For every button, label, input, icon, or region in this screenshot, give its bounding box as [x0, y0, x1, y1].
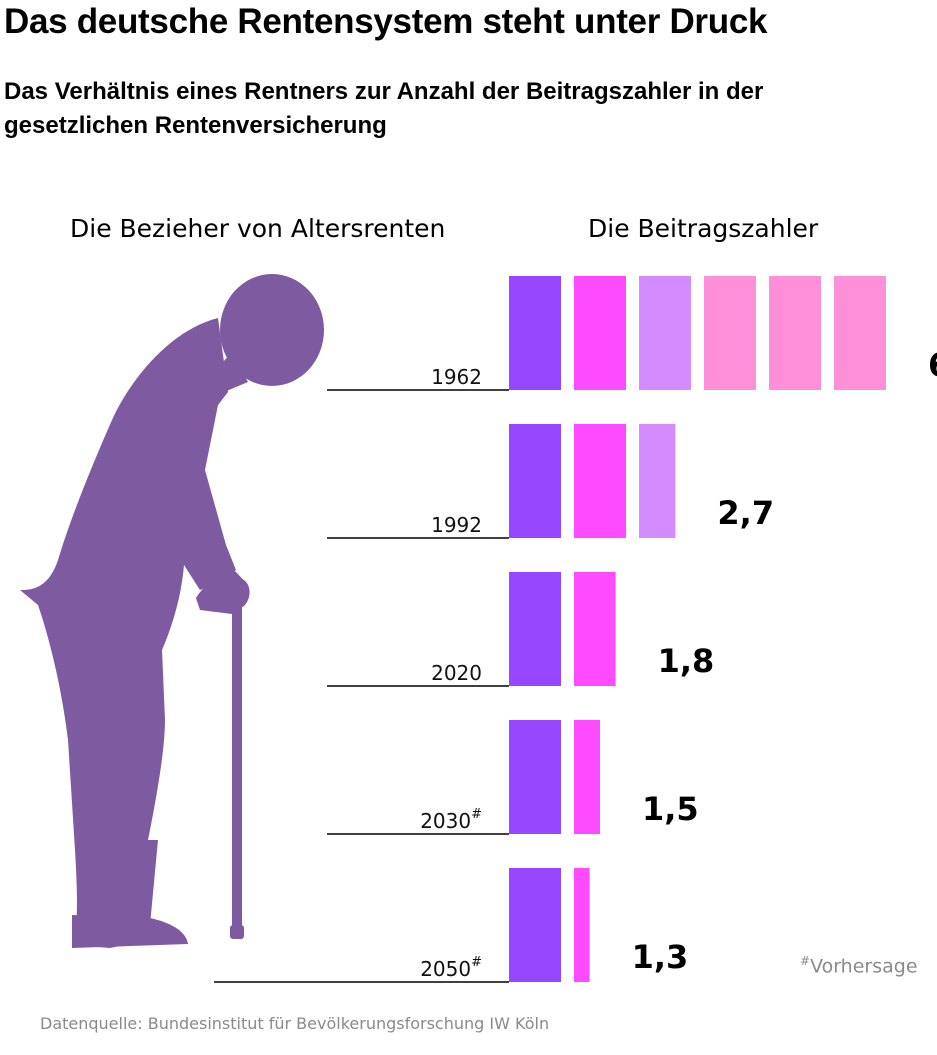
- chart-title: Das deutsche Rentensystem steht unter Dr…: [4, 2, 768, 41]
- column-header-pensioners: Die Bezieher von Altersrenten: [70, 214, 446, 243]
- value-label: 2,7: [717, 494, 774, 532]
- value-label: 6: [928, 346, 937, 384]
- elderly-man-icon: [20, 274, 324, 948]
- forecast-note: #Vorhersage: [800, 954, 918, 977]
- note-text: Vorhersage: [810, 955, 918, 978]
- year-label: 2030#: [420, 807, 482, 833]
- year-label: 1962: [431, 365, 482, 389]
- contributor-bar: [574, 424, 626, 538]
- contributor-bar: [574, 572, 616, 686]
- year-label: 1992: [431, 513, 482, 537]
- contributor-bar: [574, 720, 600, 834]
- contributor-bar: [509, 276, 561, 390]
- contributor-bar: [509, 424, 561, 538]
- value-label: 1,5: [642, 790, 699, 828]
- value-label: 1,8: [658, 642, 715, 680]
- contributor-bar: [574, 868, 590, 982]
- value-label: 1,3: [632, 938, 689, 976]
- column-header-contributors: Die Beitragszahler: [588, 214, 819, 243]
- contributor-bar: [769, 276, 821, 390]
- note-mark: #: [800, 954, 811, 968]
- year-label: 2020: [431, 661, 482, 685]
- contributor-bar: [509, 572, 561, 686]
- year-label: 2050#: [420, 955, 482, 981]
- chart-subtitle: Das Verhältnis eines Rentners zur Anzahl…: [4, 78, 764, 139]
- contributor-bar: [704, 276, 756, 390]
- chart-rows: 1962 6 1992 2,7 2020 1,8 2030# 1,5 2050# 1,3: [214, 276, 937, 983]
- contributor-bar: [639, 424, 676, 538]
- contributor-bar: [834, 276, 886, 390]
- data-source: Datenquelle: Bundesinstitut für Bevölker…: [40, 1014, 550, 1033]
- contributor-bar: [509, 868, 561, 982]
- contributor-bar: [639, 276, 691, 390]
- contributor-bar: [574, 276, 626, 390]
- contributor-bar: [509, 720, 561, 834]
